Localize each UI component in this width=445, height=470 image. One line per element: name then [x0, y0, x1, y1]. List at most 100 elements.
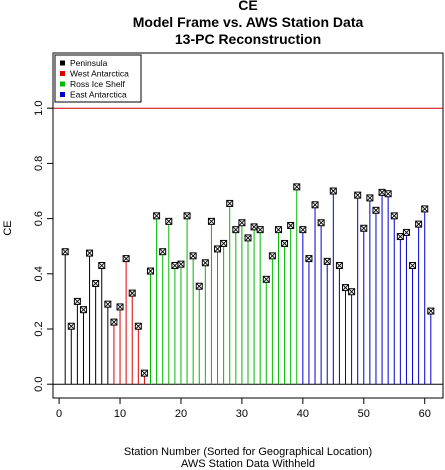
data-point-42 — [311, 201, 319, 209]
legend-entry-1: West Antarctica — [60, 69, 129, 79]
y-tick-label-3: 0.6 — [33, 211, 45, 226]
data-point-50 — [360, 224, 368, 232]
data-point-41 — [305, 255, 313, 263]
data-point-45 — [329, 187, 337, 195]
legend-label-1: West Antarctica — [70, 69, 129, 79]
data-point-54 — [384, 190, 392, 198]
data-point-9 — [110, 318, 118, 326]
data-point-10 — [116, 303, 124, 311]
y-tick-label-0: 0.0 — [33, 377, 45, 392]
data-point-59 — [415, 220, 423, 228]
data-point-44 — [323, 257, 331, 265]
data-point-14 — [140, 369, 148, 377]
data-point-5 — [86, 249, 94, 257]
data-point-33 — [256, 226, 264, 234]
y-tick-label-2: 0.4 — [33, 266, 45, 281]
data-point-24 — [201, 259, 209, 267]
data-point-1 — [61, 248, 69, 256]
data-point-31 — [244, 234, 252, 242]
y-tick-label-5: 1.0 — [33, 101, 45, 116]
data-point-60 — [421, 205, 429, 213]
data-point-34 — [262, 275, 270, 283]
data-point-23 — [195, 282, 203, 290]
data-point-56 — [396, 233, 404, 241]
legend-entry-0: Peninsula — [60, 58, 108, 68]
data-point-26 — [214, 245, 222, 253]
data-point-28 — [226, 199, 234, 207]
data-point-7 — [98, 262, 106, 270]
data-point-48 — [348, 288, 356, 296]
data-point-58 — [409, 262, 417, 270]
data-point-32 — [250, 223, 258, 231]
data-point-47 — [342, 284, 349, 292]
data-point-46 — [335, 262, 343, 270]
data-point-55 — [390, 212, 398, 220]
legend-label-0: Peninsula — [70, 58, 108, 68]
x-tick-label-50: 50 — [358, 408, 370, 420]
data-point-52 — [372, 206, 380, 214]
data-point-43 — [317, 219, 325, 227]
data-point-38 — [287, 222, 295, 229]
legend-swatch-1 — [60, 71, 65, 76]
data-point-12 — [128, 289, 136, 297]
data-point-36 — [274, 226, 282, 234]
data-point-27 — [220, 239, 228, 247]
legend-label-3: East Antarctica — [70, 90, 127, 100]
data-point-29 — [232, 226, 240, 234]
data-point-19 — [171, 262, 179, 270]
data-point-6 — [92, 279, 100, 287]
x-tick-label-20: 20 — [175, 408, 187, 420]
data-point-53 — [378, 188, 386, 196]
legend-label-2: Ross Ice Shelf — [70, 79, 125, 89]
data-point-49 — [354, 191, 362, 199]
data-point-4 — [79, 306, 87, 314]
data-point-37 — [281, 239, 289, 247]
x-tick-label-30: 30 — [236, 408, 248, 420]
legend-swatch-2 — [60, 81, 65, 87]
x-tick-label-10: 10 — [114, 408, 126, 420]
data-point-39 — [293, 183, 301, 191]
x-tick-label-40: 40 — [297, 408, 309, 420]
data-point-11 — [122, 255, 130, 263]
x-tick-label-0: 0 — [56, 408, 62, 420]
legend-entry-2: Ross Ice Shelf — [60, 79, 125, 89]
y-tick-label-1: 0.2 — [33, 321, 45, 336]
chart-title-line-2: Model Frame vs. AWS Station Data — [133, 14, 364, 30]
data-point-8 — [104, 300, 112, 308]
data-point-61 — [427, 307, 435, 315]
y-axis: 0.0 0.2 0.4 0.6 0.8 1.0 — [33, 101, 54, 392]
data-point-51 — [366, 194, 374, 202]
x-tick-label-60: 60 — [419, 408, 431, 420]
data-point-21 — [183, 212, 191, 220]
stems — [64, 186, 432, 385]
data-point-13 — [134, 322, 142, 330]
data-point-18 — [165, 217, 173, 225]
data-point-3 — [73, 297, 81, 305]
data-point-20 — [177, 260, 185, 268]
data-point-16 — [153, 212, 161, 220]
legend-entry-3: East Antarctica — [60, 90, 127, 100]
data-point-57 — [402, 228, 410, 236]
chart-title-line-3: 13-PC Reconstruction — [175, 31, 321, 47]
x-axis-label-line-1: Station Number (Sorted for Geographical … — [124, 446, 372, 458]
data-point-40 — [299, 226, 307, 234]
legend-swatch-0 — [60, 60, 65, 66]
y-tick-label-4: 0.8 — [33, 156, 45, 171]
markers — [61, 183, 435, 377]
chart-title-line-1: CE — [238, 0, 257, 13]
x-axis-label-line-2: AWS Station Data Withheld — [181, 458, 315, 470]
x-axis: 0 10 20 30 40 50 60 — [56, 397, 431, 420]
y-axis-label: CE — [2, 220, 14, 235]
legend-box — [54, 54, 142, 103]
data-point-35 — [268, 252, 276, 260]
data-point-2 — [67, 322, 75, 330]
data-point-22 — [189, 252, 197, 260]
legend-swatch-3 — [60, 92, 65, 97]
data-point-15 — [147, 267, 154, 275]
data-point-30 — [238, 219, 246, 227]
data-point-17 — [159, 248, 167, 256]
data-point-25 — [207, 217, 215, 225]
